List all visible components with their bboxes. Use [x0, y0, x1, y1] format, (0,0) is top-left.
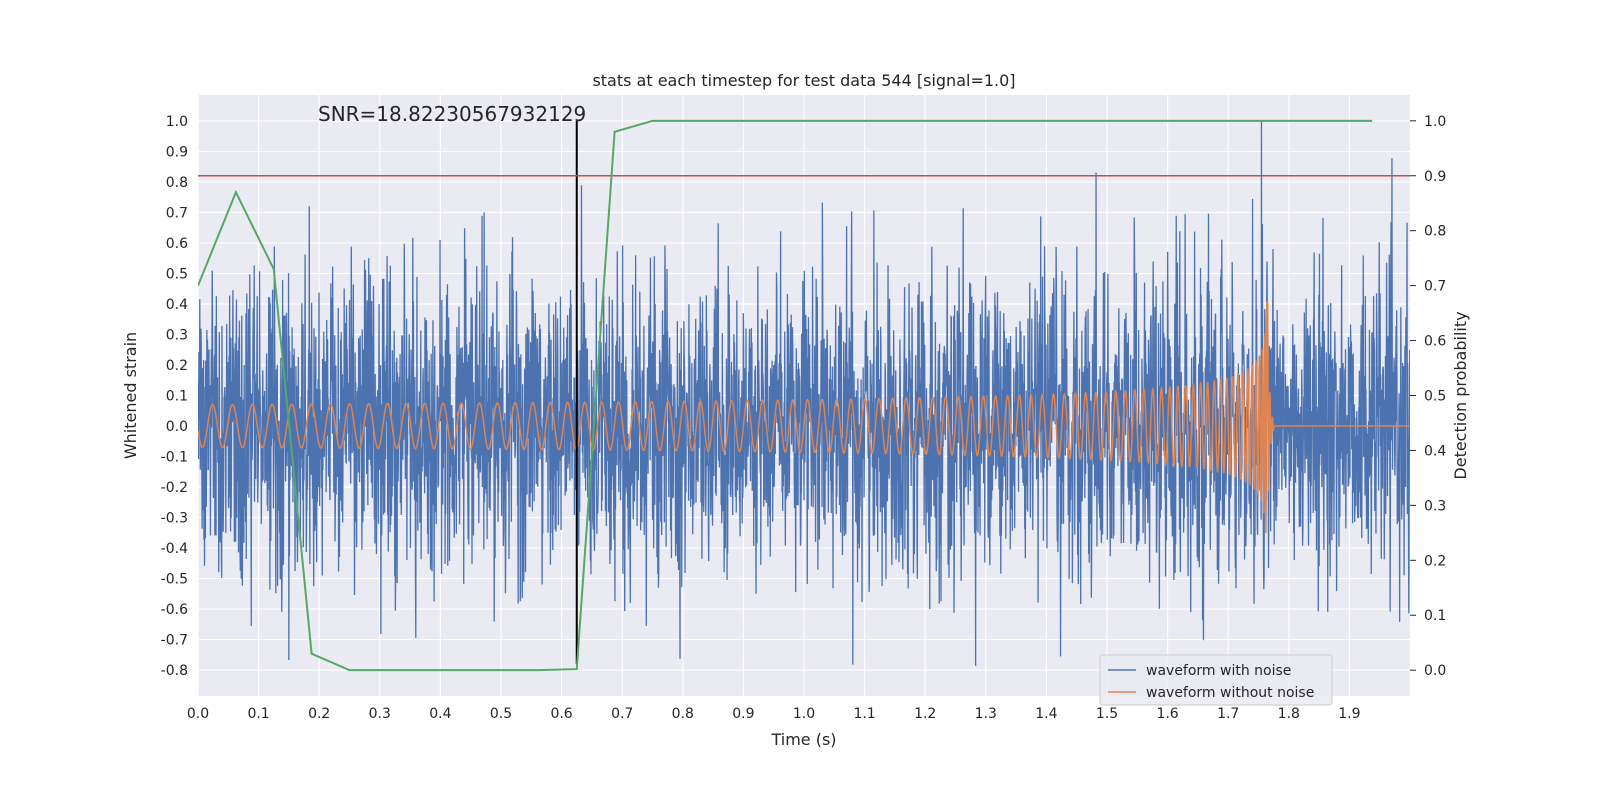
ticks: 0.0 0.1 0.2 0.3 0.4 0.5 0.6 0.7 0.8 0.9 1.0 1.1 1.2 1… [161, 114, 1447, 722]
y2-tick-label: 0.4 [1424, 443, 1446, 459]
y-tick-label: 0.7 [166, 205, 188, 221]
y-tick-label: 0.3 [166, 327, 188, 343]
y-tick-label: -0.8 [161, 663, 188, 679]
x-tick-label: 0.1 [247, 706, 269, 722]
legend-box [1099, 654, 1333, 706]
y-tick-label: 0.5 [166, 266, 188, 282]
y-tick-label: 0.6 [166, 236, 188, 252]
x-axis-label: Time (s) [770, 730, 836, 749]
x-tick-label: 1.4 [1035, 706, 1057, 722]
y-tick-label: -0.6 [161, 602, 188, 618]
y2-tick-label: 0.1 [1424, 608, 1446, 624]
x-tick-label: 1.0 [793, 706, 815, 722]
x-tick-label: 0.5 [490, 706, 512, 722]
x-tick-label: 0.2 [308, 706, 330, 722]
y2-tick-label: 0.2 [1424, 553, 1446, 569]
y-tick-label: 0.9 [166, 144, 188, 160]
y2-tick-label: 0.9 [1424, 169, 1446, 185]
x-tick-label: 1.9 [1338, 706, 1360, 722]
x-tick-label: 1.8 [1278, 706, 1300, 722]
y-tick-label: 1.0 [166, 114, 188, 130]
y-tick-label: 0.0 [166, 419, 188, 435]
y-tick-label: 0.8 [166, 175, 188, 191]
y2-tick-label: 0.5 [1424, 389, 1446, 405]
x-tick-label: 1.3 [975, 706, 997, 722]
y-tick-label: 0.1 [166, 389, 188, 405]
y-tick-label: 0.2 [166, 358, 188, 374]
y2-axis-label: Detection probability [1451, 311, 1470, 479]
y-tick-label: 0.4 [166, 297, 188, 313]
x-tick-label: 1.1 [853, 706, 875, 722]
y-tick-label: -0.1 [161, 450, 188, 466]
legend: waveform with noise waveform without nois… [1099, 654, 1333, 706]
y-tick-label: -0.5 [161, 572, 188, 588]
y-tick-label: -0.3 [161, 511, 188, 527]
x-tick-label: 0.9 [732, 706, 754, 722]
x-tick-label: 0.4 [429, 706, 451, 722]
y-tick-label: -0.4 [161, 541, 188, 557]
y-tick-label: -0.7 [161, 633, 188, 649]
y2-tick-label: 1.0 [1424, 114, 1446, 130]
y2-tick-label: 0.7 [1424, 279, 1446, 295]
x-tick-label: 0.6 [550, 706, 572, 722]
x-tick-label: 1.6 [1156, 706, 1178, 722]
y2-tick-label: 0.8 [1424, 224, 1446, 240]
x-tick-label: 0.3 [369, 706, 391, 722]
x-tick-label: 0.0 [187, 706, 209, 722]
series-waveform-without-noise [198, 301, 1410, 534]
y2-tick-label: 0.0 [1424, 663, 1446, 679]
snr-annotation: SNR=18.82230567932129 [318, 102, 586, 126]
x-tick-label: 1.7 [1217, 706, 1239, 722]
x-tick-label: 1.2 [914, 706, 936, 722]
x-tick-label: 0.8 [672, 706, 694, 722]
y2-tick-label: 0.6 [1424, 334, 1446, 350]
legend-label: waveform with noise [1146, 663, 1291, 679]
y-tick-label: -0.2 [161, 480, 188, 496]
x-tick-label: 1.5 [1096, 706, 1118, 722]
series-layer [198, 119, 1410, 672]
series-detection-probability [198, 119, 1373, 672]
y-axis-label: Whitened strain [121, 332, 140, 459]
legend-label: waveform without noise [1146, 685, 1314, 701]
series-group [198, 119, 1410, 672]
chart-title: stats at each timestep for test data 544… [592, 71, 1015, 90]
x-tick-label: 0.7 [611, 706, 633, 722]
y2-tick-label: 0.3 [1424, 498, 1446, 514]
